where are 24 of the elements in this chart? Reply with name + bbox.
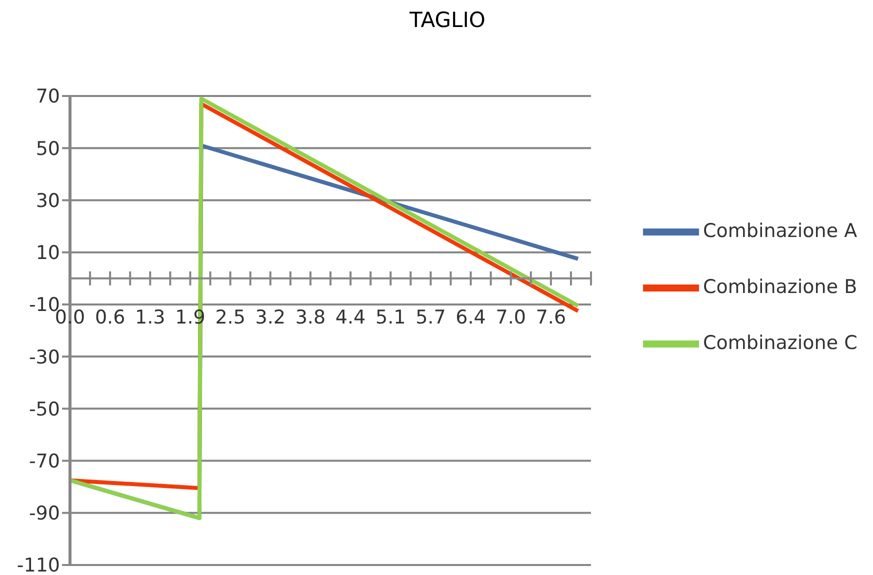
- y-tick-label: -30: [28, 346, 60, 368]
- x-tick-label: 5.7: [416, 306, 446, 328]
- x-tick-label: 7.6: [536, 306, 566, 328]
- legend-label: Combinazione C: [703, 332, 858, 354]
- y-tick-label: 50: [36, 138, 60, 160]
- legend-label: Combinazione B: [703, 276, 858, 298]
- y-tick-label: 10: [36, 242, 60, 264]
- y-tick-label: 30: [36, 190, 60, 212]
- x-tick-label: 3.8: [295, 306, 326, 328]
- legend-label: Combinazione A: [703, 220, 858, 242]
- y-tick-label: -110: [16, 554, 60, 575]
- y-tick-label: -50: [28, 398, 60, 420]
- x-tick-label: 2.5: [215, 306, 246, 328]
- x-tick-label: 5.1: [376, 306, 406, 328]
- y-tick-label: -70: [28, 450, 60, 473]
- x-tick-label: 6.4: [456, 306, 486, 328]
- x-tick-label: 3.2: [255, 306, 286, 328]
- chart-title: TAGLIO: [408, 8, 486, 32]
- y-tick-label: -90: [28, 502, 60, 525]
- y-tick-label: 70: [36, 86, 60, 108]
- x-tick-label: 4.4: [335, 306, 366, 328]
- x-tick-label: 1.3: [135, 306, 166, 328]
- x-tick-label: 7.0: [496, 306, 526, 328]
- x-tick-label: 0.6: [94, 306, 126, 328]
